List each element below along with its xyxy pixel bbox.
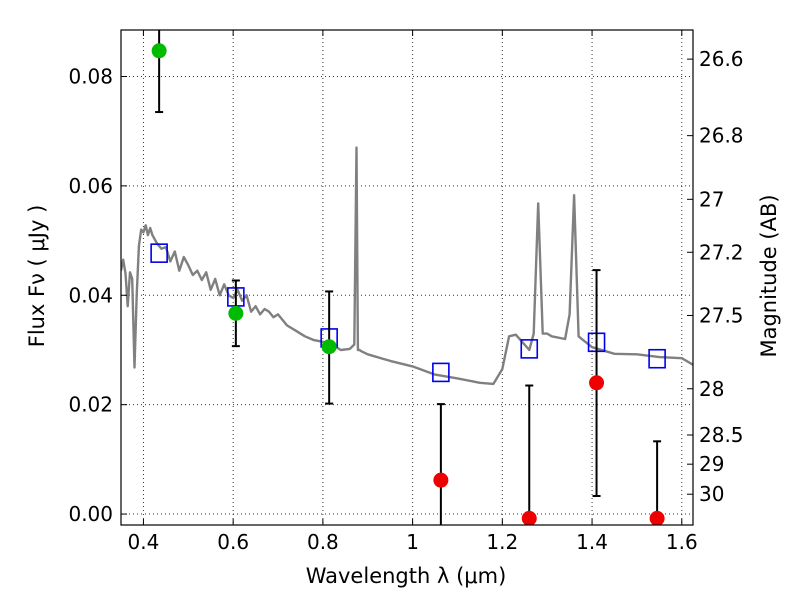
right-axis-label: Magnitude (AB) bbox=[757, 194, 781, 357]
plot-area bbox=[121, 30, 693, 525]
mag-tick-label: 26.8 bbox=[699, 124, 744, 148]
mag-tick-label: 26.6 bbox=[699, 47, 744, 71]
x-tick-label: 1 bbox=[406, 530, 419, 554]
plot-content bbox=[121, 30, 693, 525]
y-tick-label: 0.08 bbox=[68, 64, 113, 88]
plot-frame bbox=[120, 29, 694, 526]
model-photometry-point bbox=[432, 362, 450, 383]
x-tick-label: 1.6 bbox=[666, 530, 698, 554]
axis-ticks: 0.4 0.6 0.8 1 1.2 1.4 1.6 0.00 0.02 0.04 0.06 0.08 2… bbox=[68, 30, 744, 554]
observed-flux-point bbox=[589, 375, 605, 391]
observed-flux-point bbox=[521, 510, 537, 525]
x-tick-label: 0.6 bbox=[217, 530, 249, 554]
mag-tick-label: 27.5 bbox=[699, 303, 744, 327]
mag-tick-label: 27 bbox=[699, 187, 724, 211]
y-axis-label: Flux Fν ( μJy ) bbox=[25, 205, 49, 348]
y-tick-label: 0.02 bbox=[68, 393, 113, 417]
x-tick-label: 0.4 bbox=[128, 530, 160, 554]
mag-tick-label: 28.5 bbox=[699, 423, 744, 447]
model-photometry-point bbox=[648, 348, 666, 369]
observed-flux-point bbox=[151, 43, 167, 59]
observed-flux-point bbox=[321, 339, 337, 355]
observed-flux-point bbox=[649, 510, 665, 525]
mag-tick-label: 27.2 bbox=[699, 240, 744, 264]
x-tick-label: 1.4 bbox=[576, 530, 608, 554]
mag-tick-label: 30 bbox=[699, 482, 724, 506]
y-tick-label: 0.04 bbox=[68, 283, 113, 307]
x-axis-label: Wavelength λ (μm) bbox=[306, 564, 507, 588]
model-photometry-point bbox=[150, 243, 168, 263]
model-photometry-point bbox=[520, 339, 539, 359]
y-tick-label: 0.06 bbox=[68, 174, 113, 198]
x-tick-label: 1.2 bbox=[486, 530, 518, 554]
model-sed-line bbox=[121, 146, 693, 386]
observed-flux-point bbox=[433, 472, 449, 488]
grid-lines bbox=[121, 30, 693, 525]
mag-tick-label: 29 bbox=[699, 452, 724, 476]
y-tick-label: 0.00 bbox=[68, 502, 113, 526]
x-tick-label: 0.8 bbox=[307, 530, 339, 554]
observed-flux-point bbox=[228, 305, 244, 321]
mag-tick-label: 28 bbox=[699, 377, 724, 401]
